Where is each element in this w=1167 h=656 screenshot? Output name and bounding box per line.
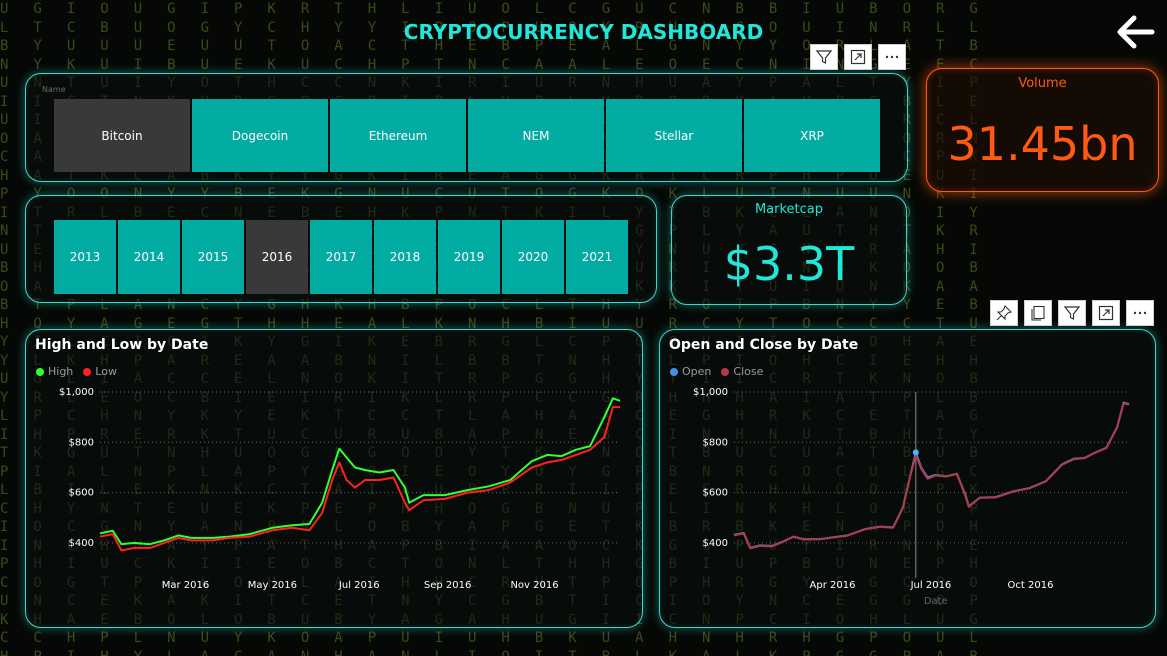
chart-title: High and Low by Date bbox=[35, 337, 209, 353]
filter-icon[interactable] bbox=[810, 44, 838, 70]
series-line-low bbox=[99, 406, 620, 552]
legend-label-close: Close bbox=[733, 365, 764, 378]
series-line-close bbox=[733, 402, 1130, 550]
year-tile-2016[interactable]: 2016 bbox=[246, 220, 308, 294]
dashboard-title: CRYPTOCURRENCY DASHBOARD bbox=[403, 20, 764, 44]
more-options-icon[interactable] bbox=[878, 44, 906, 70]
legend-label-high: High bbox=[48, 365, 74, 378]
year-tile-2013[interactable]: 2013 bbox=[54, 220, 116, 294]
series-line-high bbox=[99, 397, 621, 546]
x-tick-label: Jul 2016 bbox=[338, 580, 380, 591]
legend-label-open: Open bbox=[682, 365, 712, 378]
chart-legend: Open Close bbox=[670, 365, 769, 378]
y-tick-label: $800 bbox=[703, 437, 728, 448]
chart-title: Open and Close by Date bbox=[669, 337, 859, 353]
x-tick-label: Mar 2016 bbox=[162, 580, 210, 591]
y-tick-label: $600 bbox=[69, 488, 94, 499]
open-close-chart-panel bbox=[659, 329, 1156, 628]
volume-value: 31.45bn bbox=[947, 117, 1138, 171]
name-tile-xrp[interactable]: XRP bbox=[744, 99, 880, 172]
volume-card bbox=[926, 68, 1159, 192]
filter-icon[interactable] bbox=[1058, 300, 1086, 326]
name-tile-dogecoin[interactable]: Dogecoin bbox=[192, 99, 328, 172]
name-tile-nem[interactable]: NEM bbox=[468, 99, 604, 172]
legend-marker-low bbox=[83, 367, 92, 376]
year-tile-2015[interactable]: 2015 bbox=[182, 220, 244, 294]
focus-mode-icon[interactable] bbox=[1092, 300, 1120, 326]
legend-marker-close bbox=[721, 367, 730, 376]
y-tick-label: $1,000 bbox=[59, 387, 94, 398]
x-axis-label: Date bbox=[924, 596, 948, 607]
high-low-chart[interactable]: $400 $600 $800 $1,000 Mar 2016 May 2016 Jul 20… bbox=[35, 380, 635, 610]
marketcap-card bbox=[671, 195, 907, 305]
x-tick-label: Apr 2016 bbox=[810, 580, 856, 591]
marketcap-label: Marketcap bbox=[754, 202, 824, 217]
year-tile-2021[interactable]: 2021 bbox=[566, 220, 628, 294]
pin-icon[interactable] bbox=[990, 300, 1018, 326]
name-tile-bitcoin[interactable]: Bitcoin bbox=[54, 99, 190, 172]
legend-marker-high bbox=[36, 367, 44, 376]
volume-label: Volume bbox=[1018, 76, 1067, 91]
legend-marker-open bbox=[670, 367, 678, 376]
y-tick-label: $600 bbox=[703, 488, 728, 499]
copy-icon[interactable] bbox=[1024, 300, 1052, 326]
year-tile-2014[interactable]: 2014 bbox=[118, 220, 180, 294]
y-tick-label: $1,000 bbox=[693, 387, 728, 398]
x-tick-label: May 2016 bbox=[248, 580, 297, 591]
chart-legend: High Low bbox=[36, 365, 123, 378]
more-options-icon[interactable] bbox=[1126, 300, 1154, 326]
series-line-open bbox=[733, 401, 1130, 549]
marketcap-value: $3.3T bbox=[723, 237, 855, 291]
x-tick-label: Sep 2016 bbox=[424, 580, 471, 591]
y-tick-label: $800 bbox=[69, 437, 94, 448]
x-tick-label: Nov 2016 bbox=[510, 580, 558, 591]
x-tick-label: Jul 2016 bbox=[910, 580, 952, 591]
name-tile-ethereum[interactable]: Ethereum bbox=[330, 99, 466, 172]
name-slicer-label: Name bbox=[42, 85, 66, 94]
legend-label-low: Low bbox=[95, 365, 117, 378]
name-tile-stellar[interactable]: Stellar bbox=[606, 99, 742, 172]
year-tile-2020[interactable]: 2020 bbox=[502, 220, 564, 294]
y-tick-label: $400 bbox=[69, 538, 94, 549]
open-close-chart[interactable]: $400 $600 $800 $1,000 Apr 2016 Jul 2016 Oct 20… bbox=[669, 380, 1149, 620]
year-tile-2019[interactable]: 2019 bbox=[438, 220, 500, 294]
focus-mode-icon[interactable] bbox=[844, 44, 872, 70]
y-tick-label: $400 bbox=[703, 538, 728, 549]
back-arrow-icon[interactable] bbox=[1116, 14, 1156, 50]
year-tile-2017[interactable]: 2017 bbox=[310, 220, 372, 294]
x-tick-label: Oct 2016 bbox=[1008, 580, 1054, 591]
hover-point bbox=[912, 449, 919, 456]
high-low-chart-panel bbox=[25, 329, 643, 628]
year-tile-2018[interactable]: 2018 bbox=[374, 220, 436, 294]
